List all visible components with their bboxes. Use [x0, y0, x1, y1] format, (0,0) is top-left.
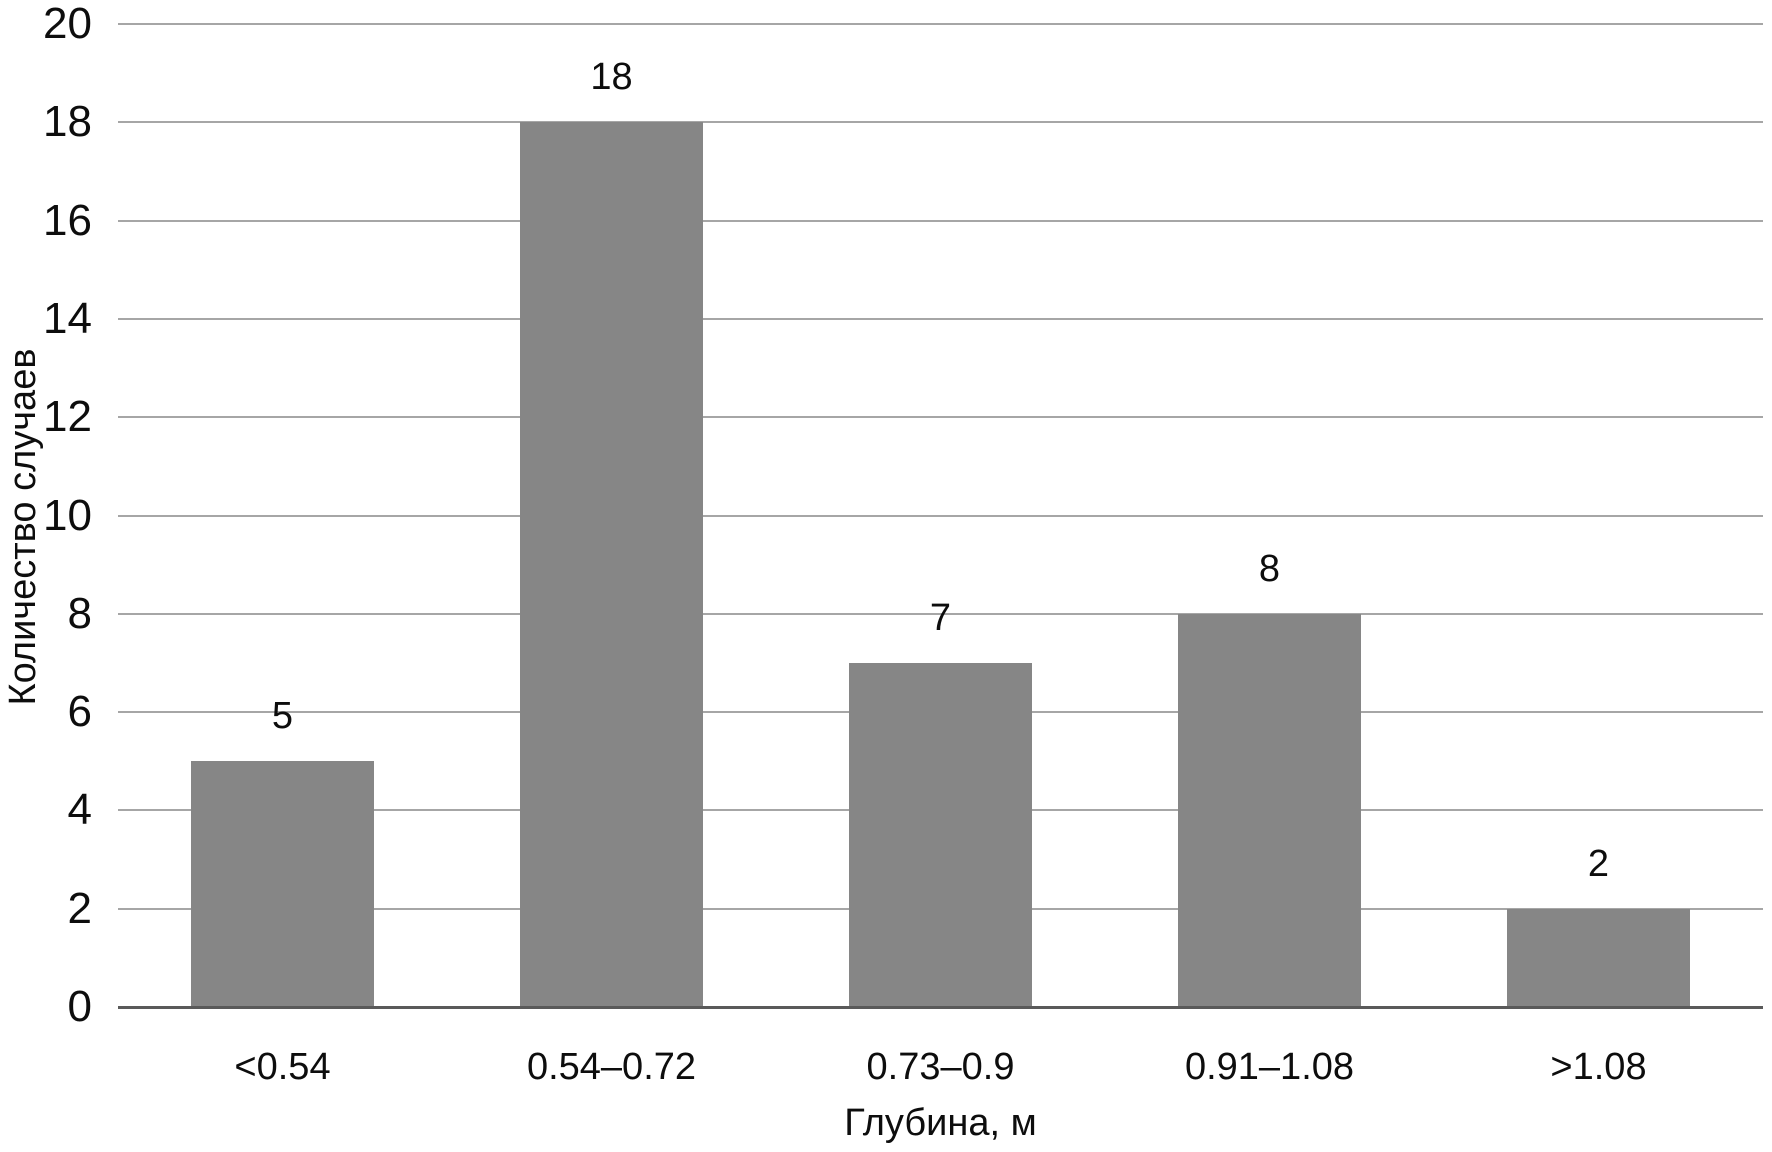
- x-axis-tick-label: 0.73–0.9: [866, 1046, 1015, 1088]
- bar-value-label: 2: [1587, 842, 1610, 885]
- x-axis-tick-label: 0.91–1.08: [1184, 1046, 1355, 1088]
- x-axis-tick-label: <0.54: [234, 1046, 331, 1088]
- x-axis-line: [118, 1006, 1763, 1009]
- y-axis-tick-label: 18: [43, 97, 92, 147]
- y-axis-tick-label: 4: [67, 785, 92, 835]
- gridline: [118, 514, 1763, 517]
- gridline: [118, 121, 1763, 124]
- gridline: [118, 416, 1763, 419]
- bar: [1507, 908, 1690, 1007]
- gridline: [118, 612, 1763, 615]
- x-axis-tick-label: 0.54–0.72: [526, 1046, 697, 1088]
- gridline: [118, 219, 1763, 222]
- y-axis-tick-label: 8: [67, 588, 92, 638]
- y-axis-tick-label: 10: [43, 490, 92, 540]
- bar-value-label: 18: [590, 56, 633, 99]
- y-axis-tick-label: 6: [67, 687, 92, 737]
- y-axis-tick-label: 0: [67, 982, 92, 1031]
- x-axis-tick-label: >1.08: [1550, 1046, 1647, 1088]
- bar: [191, 761, 374, 1007]
- y-axis-tick-label: 14: [43, 293, 92, 343]
- y-axis-tick-label: 16: [43, 195, 92, 245]
- bar: [520, 122, 703, 1007]
- x-axis-title: Глубина, м: [844, 1102, 1037, 1144]
- y-axis-tick-label: 12: [43, 392, 92, 442]
- bar-value-label: 5: [271, 695, 294, 738]
- bar: [849, 662, 1032, 1007]
- gridline: [118, 317, 1763, 320]
- y-axis-tick-label: 20: [43, 0, 92, 48]
- y-axis-tick-label: 2: [67, 883, 92, 933]
- bar: [1178, 613, 1361, 1007]
- bar-value-label: 8: [1258, 547, 1281, 590]
- bar-value-label: 7: [929, 596, 952, 639]
- gridline: [118, 23, 1763, 25]
